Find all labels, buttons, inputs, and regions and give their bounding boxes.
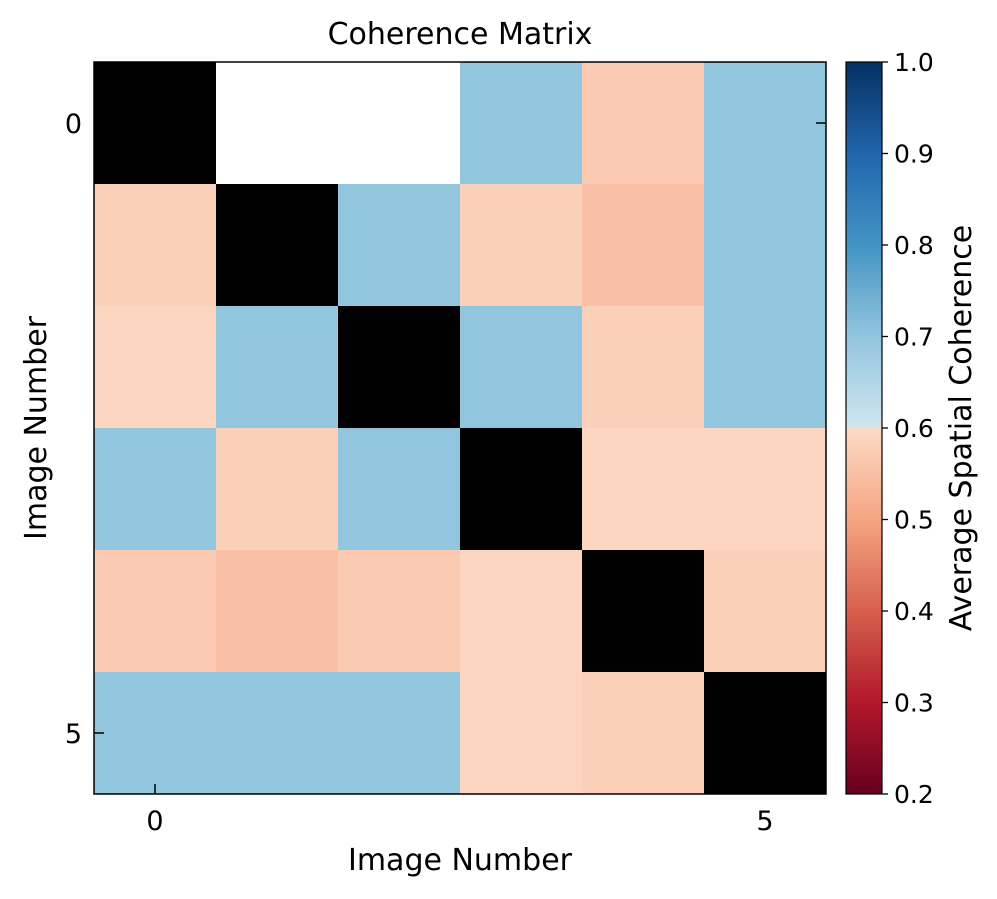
- heatmap-cell-r3-c1: [216, 428, 339, 551]
- colorbar-tick-label: 1.0: [894, 48, 934, 77]
- colorbar-label: Average Spatial Coherence: [944, 225, 979, 631]
- heatmap-cell-r4-c5: [704, 550, 827, 673]
- y-axis-ticks: 05: [65, 109, 826, 750]
- heatmap-cell-r1-c1: [216, 184, 339, 307]
- heatmap-cell-r1-c5: [704, 184, 827, 307]
- colorbar-tick-label: 0.2: [894, 780, 934, 809]
- heatmap-cell-r5-c2: [338, 672, 461, 795]
- heatmap-cell-r2-c2: [338, 306, 461, 429]
- x-tick-label: 5: [756, 806, 773, 837]
- heatmap-cell-r1-c0: [94, 184, 217, 307]
- heatmap-cell-r2-c4: [582, 306, 705, 429]
- heatmap-cell-r0-c4: [582, 62, 705, 185]
- heatmap-cell-r2-c5: [704, 306, 827, 429]
- heatmap-cell-r3-c5: [704, 428, 827, 551]
- heatmap-cell-r0-c1: [216, 62, 339, 185]
- heatmap-cell-r5-c4: [582, 672, 705, 795]
- y-tick-label: 5: [65, 719, 82, 750]
- x-axis-label: Image Number: [348, 843, 573, 878]
- heatmap-cell-r3-c2: [338, 428, 461, 551]
- heatmap-cell-r2-c3: [460, 306, 583, 429]
- colorbar-tick-label: 0.9: [894, 140, 934, 169]
- colorbar-tick-label: 0.3: [894, 689, 934, 718]
- heatmap-cell-r2-c0: [94, 306, 217, 429]
- colorbar-tick-label: 0.8: [894, 231, 934, 260]
- heatmap-cell-r5-c0: [94, 672, 217, 795]
- colorbar-ticks: 0.2 0.3 0.4 0.5 0.6 0.7 0.8 0.9 1.0: [882, 48, 934, 809]
- heatmap-cell-r4-c0: [94, 550, 217, 673]
- heatmap-cell-r5-c1: [216, 672, 339, 795]
- heatmap-cell-r1-c2: [338, 184, 461, 307]
- y-tick-label: 0: [65, 109, 82, 140]
- heatmap-cell-r3-c0: [94, 428, 217, 551]
- heatmap-cell-r4-c1: [216, 550, 339, 673]
- heatmap-cell-r1-c3: [460, 184, 583, 307]
- heatmap-cell-r4-c3: [460, 550, 583, 673]
- heatmap-cell-r0-c3: [460, 62, 583, 185]
- heatmap-cell-r0-c2: [338, 62, 461, 185]
- heatmap-cell-r1-c4: [582, 184, 705, 307]
- y-axis-label: Image Number: [19, 315, 54, 540]
- heatmap-cell-r4-c2: [338, 550, 461, 673]
- chart-title: Coherence Matrix: [328, 17, 593, 52]
- x-tick-label: 0: [146, 806, 163, 837]
- colorbar-tick-label: 0.4: [894, 597, 934, 626]
- colorbar-tick-label: 0.7: [894, 323, 934, 352]
- heatmap-cell-r3-c3: [460, 428, 583, 551]
- heatmap-cell-r3-c4: [582, 428, 705, 551]
- heatmap-cell-r0-c5: [704, 62, 827, 185]
- heatmap-cell-r0-c0: [94, 62, 217, 185]
- heatmap-cell-r4-c4: [582, 550, 705, 673]
- heatmap-cells: [94, 62, 827, 795]
- colorbar: [845, 61, 883, 795]
- heatmap-cell-r5-c5: [704, 672, 827, 795]
- heatmap-cell-r2-c1: [216, 306, 339, 429]
- colorbar-tick-label: 0.6: [894, 414, 934, 443]
- colorbar-tick-label: 0.5: [894, 506, 934, 535]
- plot-frame: [93, 61, 827, 795]
- heatmap-cell-r5-c3: [460, 672, 583, 795]
